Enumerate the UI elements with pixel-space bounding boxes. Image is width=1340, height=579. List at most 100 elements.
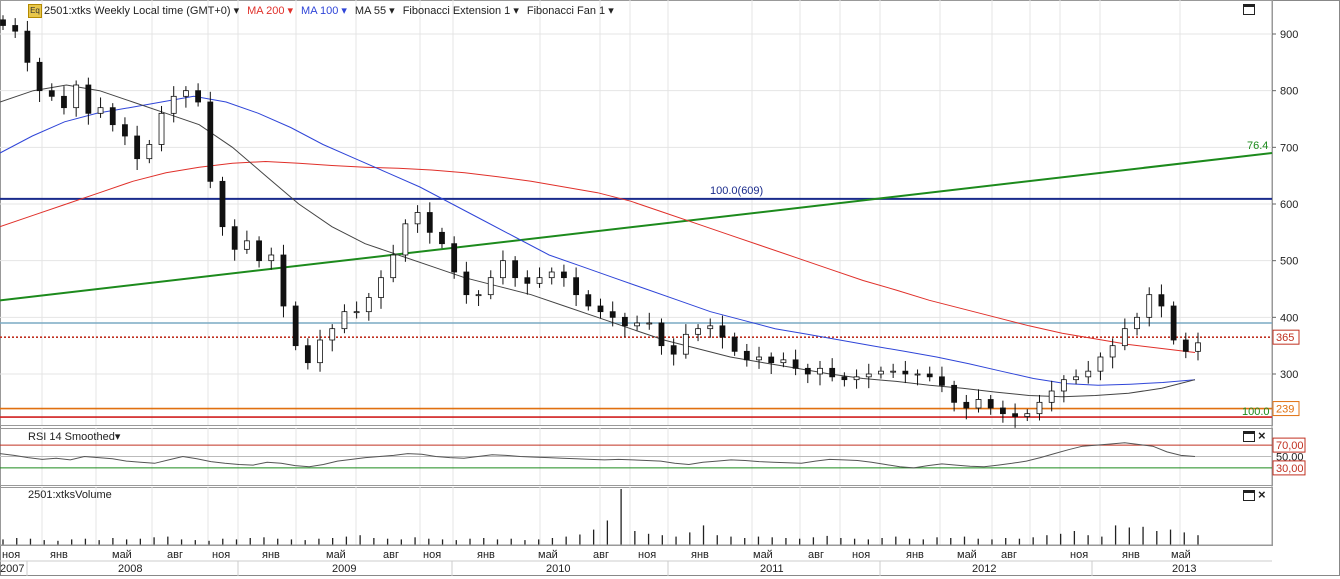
month-label: янв [477,549,495,561]
candle-body [792,359,799,369]
fib-fan-line [0,152,1273,302]
fib-fan-label: 76.4 [1247,140,1268,152]
candle-body [914,373,921,376]
level-label-box [1272,329,1300,345]
candle-body [634,322,640,327]
month-label: ноя [638,549,656,561]
candle-body [170,95,177,114]
month-label: авг [167,549,183,561]
candle-body [1097,356,1104,372]
level-label: 365 [1276,332,1294,344]
pane-frame [0,0,1273,426]
candle-body [341,311,348,330]
price-tick-label: 600 [1280,199,1298,211]
candle-body [390,254,397,279]
indicator-ma100[interactable]: MA 100 ▾ [301,4,347,17]
candle-body [1012,413,1018,417]
app-logo-icon[interactable]: Eq [28,4,42,18]
month-label: май [753,549,773,561]
candle-body [573,277,580,296]
candle-body [975,399,982,409]
price-tick-label: 800 [1280,86,1298,98]
candle-body [865,373,872,378]
volume-maximize-icon[interactable] [1243,490,1255,501]
month-label: май [1171,549,1191,561]
candle-body [536,277,543,284]
main-pane-maximize-icon[interactable] [1243,4,1255,15]
candle-body [109,107,116,126]
rsi-label-box [1272,437,1306,453]
price-tick-label: 300 [1280,369,1298,381]
candle-body [1048,390,1055,403]
candle-body [1170,305,1177,341]
candle-body [658,322,665,347]
indicator-ma55[interactable]: MA 55 ▾ [354,4,395,17]
candle-body [682,333,689,355]
candle-body [500,260,506,279]
candle-body [426,212,433,233]
month-label: янв [50,549,68,561]
rsi-close-icon[interactable]: × [1258,428,1266,443]
month-label: янв [691,549,709,561]
candle-body [1085,370,1092,378]
candle-body [987,399,994,409]
candle-body [268,254,275,262]
candle-body [1109,345,1116,358]
candle-body [12,25,19,32]
candle-body [219,180,226,228]
candle-body [122,124,128,137]
month-label: авг [383,549,399,561]
level-label: 100.0(609) [710,185,763,197]
indicator-ma200[interactable]: MA 200 ▾ [247,4,294,17]
moving-average-line [0,84,1196,398]
volume-title[interactable]: 2501:xtksVolume [28,489,112,501]
month-label: ноя [852,549,870,561]
rsi-level-label: 30,00 [1276,463,1304,475]
symbol-selector[interactable]: 2501:xtks Weekly Local time (GMT+0) ▾ [44,4,240,17]
candle-body [548,271,555,279]
month-label: май [326,549,346,561]
candle-body [487,277,494,296]
candle-body [768,356,775,364]
candle-body [134,135,141,160]
candle-body [829,367,836,378]
candle-body [24,30,31,63]
rsi-maximize-icon[interactable] [1243,431,1255,442]
candle-body [1060,379,1067,392]
candle-body [292,305,299,347]
chart-header: 2501:xtks Weekly Local time (GMT+0) ▾ MA… [44,2,614,18]
candle-body [609,311,616,318]
candle-body [1146,294,1153,318]
candle-body [670,345,677,355]
candle-body [646,322,653,325]
candle-body [439,231,445,245]
rsi-title[interactable]: RSI 14 Smoothed▾ [28,431,121,443]
candle-body [999,407,1006,415]
candle-body [1073,376,1079,381]
year-label: 2008 [118,563,142,575]
indicator-fib-fan[interactable]: Fibonacci Fan 1 ▾ [526,4,614,17]
candle-body [463,271,470,296]
month-label: ноя [1070,549,1088,561]
candle-body [85,84,92,114]
candle-body [231,226,238,250]
month-label: авг [593,549,609,561]
candle-body [1182,339,1189,352]
candle-body [475,294,482,297]
candle-body [97,107,104,114]
year-label: 2011 [760,563,784,575]
candle-body [158,112,165,145]
candle-body [719,325,726,338]
candle-body [195,90,202,103]
volume-close-icon[interactable]: × [1258,487,1266,502]
candle-body [817,367,823,375]
indicator-fib-extension[interactable]: Fibonacci Extension 1 ▾ [402,4,519,17]
candle-body [804,367,811,375]
month-label: май [538,549,558,561]
year-label: 2007 [0,563,24,575]
candle-body [756,356,762,361]
candle-body [512,260,519,279]
candle-body [378,277,384,298]
candle-body [524,277,531,284]
